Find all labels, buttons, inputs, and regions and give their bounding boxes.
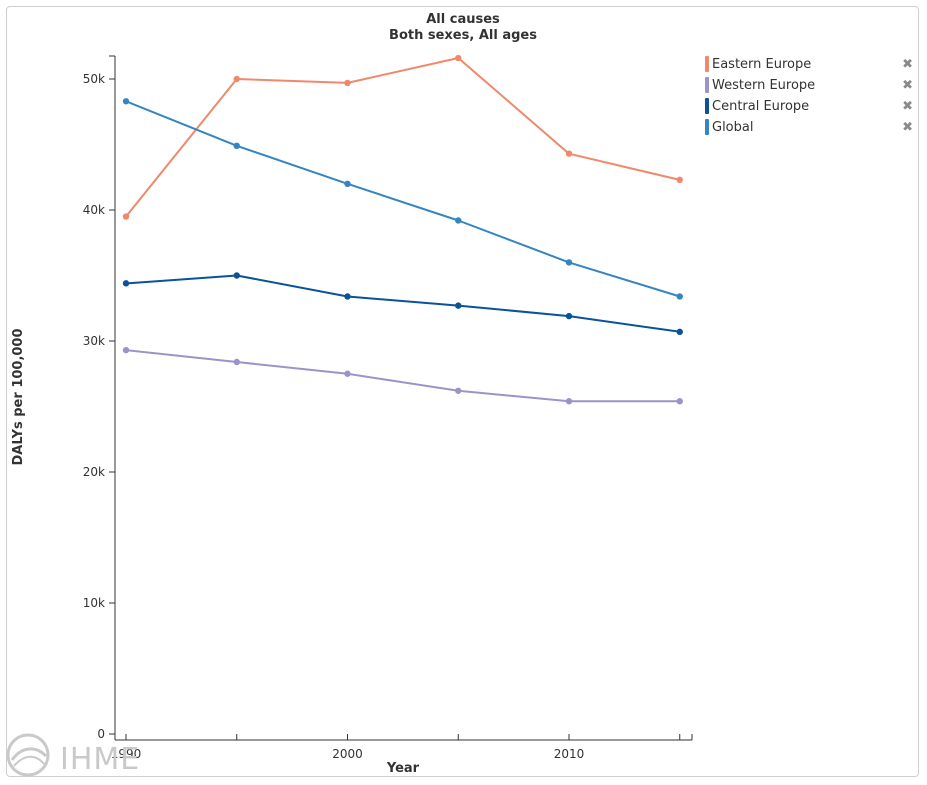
legend-swatch	[705, 77, 709, 93]
legend-swatch	[705, 98, 709, 114]
data-point-western-europe[interactable]	[565, 398, 573, 405]
data-point-central-europe[interactable]	[344, 293, 351, 300]
data-point-eastern-europe[interactable]	[122, 213, 130, 220]
remove-series-icon[interactable]: ✖	[902, 120, 913, 135]
data-point-western-europe[interactable]	[676, 398, 683, 405]
remove-series-icon[interactable]: ✖	[902, 57, 913, 72]
x-tick-label: 2000	[332, 747, 363, 761]
x-axis-label: Year	[386, 761, 420, 776]
y-tick-label: 40k	[83, 203, 105, 217]
data-point-global[interactable]	[122, 98, 130, 105]
ihme-logo-icon	[6, 733, 50, 777]
legend: Eastern Europe ✖ Western Europe ✖ Central Eu…	[703, 54, 915, 138]
legend-item-global[interactable]: Global ✖	[703, 117, 915, 138]
data-point-global[interactable]	[565, 259, 573, 266]
series-western-europe	[122, 346, 683, 405]
data-point-global[interactable]	[344, 180, 351, 187]
data-point-western-europe[interactable]	[344, 370, 351, 377]
data-point-eastern-europe[interactable]	[565, 150, 573, 157]
y-tick-label: 10k	[83, 596, 105, 610]
data-point-eastern-europe[interactable]	[455, 54, 462, 62]
x-tick-label: 2010	[554, 747, 585, 761]
y-tick-label: 20k	[83, 465, 105, 479]
y-tick-label: 30k	[83, 334, 105, 348]
legend-item-western-europe[interactable]: Western Europe ✖	[703, 75, 915, 96]
data-point-eastern-europe[interactable]	[233, 75, 240, 83]
legend-label: Global	[712, 120, 754, 135]
data-point-global[interactable]	[233, 142, 240, 150]
y-tick-label: 50k	[83, 72, 105, 86]
legend-item-central-europe[interactable]: Central Europe ✖	[703, 96, 915, 117]
logo-text: IHME	[60, 742, 141, 777]
legend-label: Western Europe	[712, 78, 816, 93]
chart-title: All causes	[426, 12, 500, 27]
legend-label: Eastern Europe	[712, 57, 812, 72]
legend-label: Central Europe	[712, 99, 810, 114]
remove-series-icon[interactable]: ✖	[902, 78, 913, 93]
chart-subtitle: Both sexes, All ages	[389, 28, 537, 43]
series-line-western-europe	[125, 349, 680, 403]
y-axis-label: DALYs per 100,000	[11, 328, 26, 465]
legend-swatch	[705, 119, 709, 135]
series-line-eastern-europe	[125, 57, 681, 218]
series-global	[122, 98, 683, 300]
data-point-eastern-europe[interactable]	[676, 176, 683, 184]
data-point-central-europe[interactable]	[676, 328, 683, 336]
y-tick-label: 0	[97, 727, 105, 741]
data-point-eastern-europe[interactable]	[344, 79, 351, 87]
series-central-europe	[122, 272, 683, 336]
data-point-global[interactable]	[455, 217, 462, 224]
data-point-western-europe[interactable]	[455, 387, 462, 394]
data-point-central-europe[interactable]	[233, 272, 240, 279]
series-line-central-europe	[125, 274, 680, 333]
data-point-western-europe[interactable]	[233, 358, 240, 366]
remove-series-icon[interactable]: ✖	[902, 99, 913, 114]
series-eastern-europe	[122, 54, 683, 220]
data-point-global[interactable]	[676, 293, 683, 300]
legend-item-eastern-europe[interactable]: Eastern Europe ✖	[703, 54, 915, 75]
data-point-western-europe[interactable]	[122, 346, 130, 354]
x-tick-label: 1990	[111, 747, 142, 761]
data-point-central-europe[interactable]	[122, 280, 130, 287]
data-point-central-europe[interactable]	[565, 312, 573, 320]
data-point-central-europe[interactable]	[455, 302, 462, 309]
legend-swatch	[705, 56, 709, 72]
series-line-global	[125, 100, 681, 298]
